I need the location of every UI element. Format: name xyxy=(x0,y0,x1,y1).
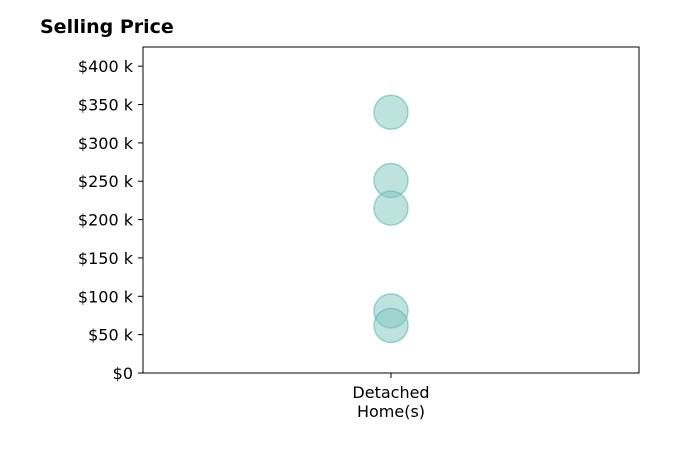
y-tick-label: $0 xyxy=(113,364,133,383)
chart-title: Selling Price xyxy=(40,16,174,38)
data-point xyxy=(373,94,409,130)
y-tick-label: $50 k xyxy=(88,326,134,345)
y-tick-label: $150 k xyxy=(78,249,134,268)
x-axis: Detached Home(s) xyxy=(352,373,430,421)
x-tick-label: Detached Home(s) xyxy=(352,383,429,421)
y-tick-label: $400 k xyxy=(78,57,134,76)
data-point xyxy=(373,307,409,344)
plot-frame xyxy=(142,46,640,374)
y-tick-label: $350 k xyxy=(78,96,134,115)
y-tick-label: $100 k xyxy=(78,287,134,306)
data-point xyxy=(373,190,409,226)
y-tick-label: $250 k xyxy=(78,172,134,191)
y-tick-label: $300 k xyxy=(78,134,134,153)
data-points xyxy=(373,94,409,344)
y-tick-label: $200 k xyxy=(78,211,134,230)
y-axis: $0 $50 k $100 k $150 k $200 k $250 k $300 k $35… xyxy=(78,57,143,383)
